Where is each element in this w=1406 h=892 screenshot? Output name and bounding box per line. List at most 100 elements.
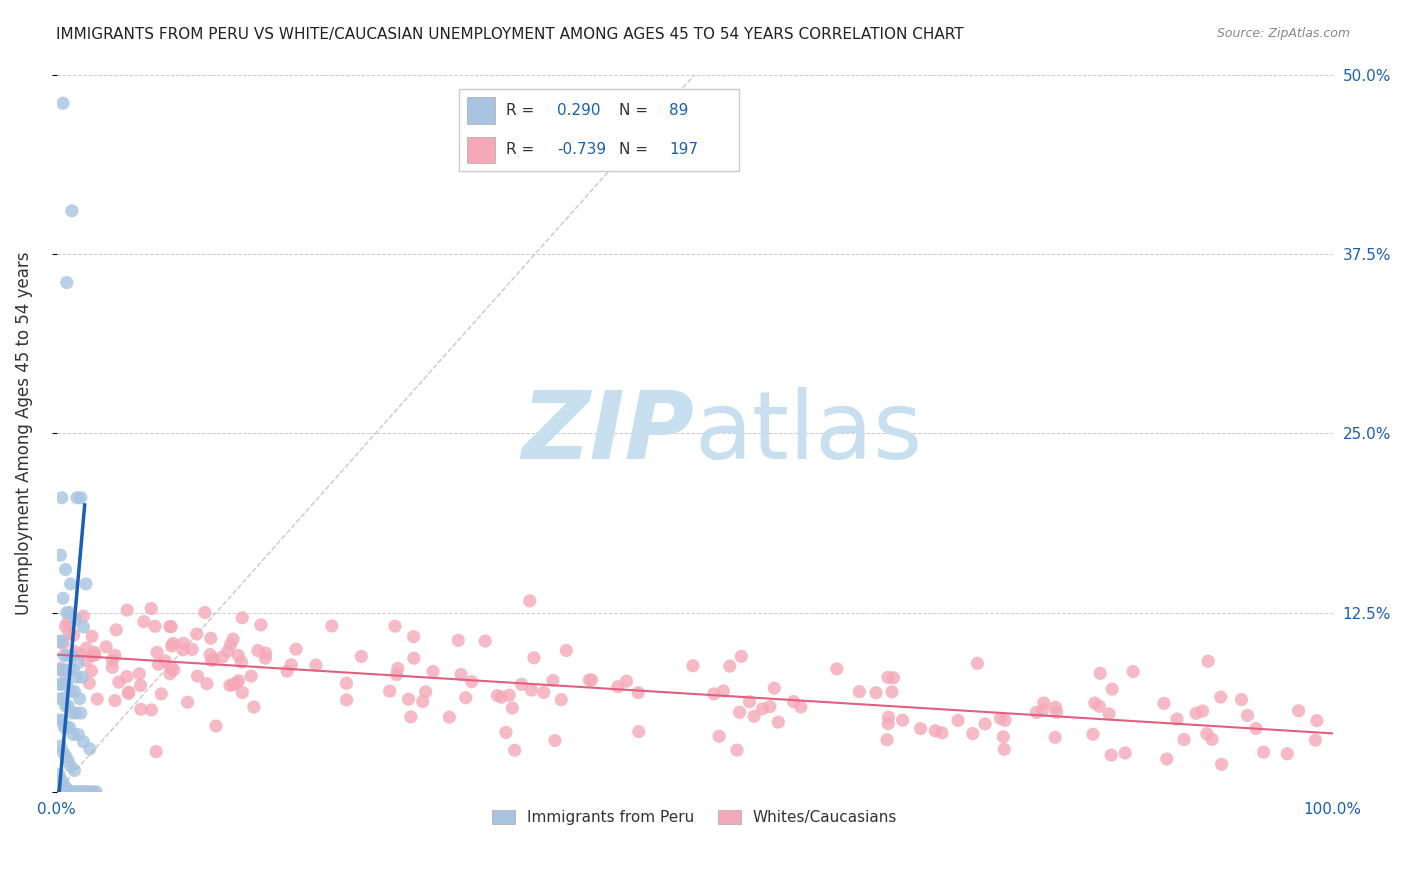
Point [186, 627, 208, 641]
Point [228, 673, 250, 688]
Point [1201, 732, 1223, 747]
Point [924, 723, 946, 738]
Text: IMMIGRANTS FROM PERU VS WHITE/CAUCASIAN UNEMPLOYMENT AMONG AGES 45 TO 54 YEARS C: IMMIGRANTS FROM PERU VS WHITE/CAUCASIAN … [56, 27, 965, 42]
Point [56, 606, 79, 620]
Point [53, 778, 76, 792]
Point [336, 693, 359, 707]
Point [75, 577, 97, 591]
Point [1045, 700, 1067, 714]
Point [974, 717, 997, 731]
Point [581, 673, 603, 687]
Point [58, 785, 80, 799]
Point [1156, 752, 1178, 766]
Point [60, 706, 83, 720]
Point [80, 629, 103, 643]
Point [231, 611, 253, 625]
Point [55, 785, 77, 799]
Point [77, 676, 100, 690]
Point [231, 655, 253, 669]
Point [66, 491, 89, 505]
Point [48, 634, 70, 648]
Point [59, 759, 82, 773]
Point [48, 768, 70, 782]
Point [65, 785, 87, 799]
Point [1032, 696, 1054, 710]
Point [80, 648, 103, 663]
Point [1305, 733, 1327, 747]
Point [966, 657, 988, 671]
Point [128, 666, 150, 681]
Point [1244, 722, 1267, 736]
Point [1088, 699, 1111, 714]
Point [67, 656, 90, 670]
Point [56, 782, 79, 797]
Point [305, 658, 328, 673]
Point [198, 648, 221, 662]
Point [84, 785, 107, 799]
Point [56, 785, 79, 799]
Point [69, 691, 91, 706]
Point [62, 785, 84, 799]
Point [52, 663, 75, 677]
Text: atlas: atlas [695, 387, 922, 479]
Point [243, 700, 266, 714]
Point [1230, 692, 1253, 706]
Point [1253, 745, 1275, 759]
Point [49, 785, 72, 799]
Point [56, 698, 79, 713]
Point [60, 648, 83, 663]
Point [219, 678, 242, 692]
Point [1025, 706, 1047, 720]
Point [544, 733, 567, 747]
Point [523, 650, 546, 665]
Point [200, 653, 222, 667]
Point [194, 606, 217, 620]
Point [335, 676, 357, 690]
Point [159, 666, 181, 681]
Point [385, 667, 408, 681]
Point [1032, 703, 1054, 717]
Point [202, 652, 225, 666]
Point [384, 619, 406, 633]
Point [162, 636, 184, 650]
Legend: Immigrants from Peru, Whites/Caucasians: Immigrants from Peru, Whites/Caucasians [484, 801, 907, 835]
Point [52, 691, 75, 706]
Point [751, 702, 773, 716]
Point [72, 735, 94, 749]
Point [141, 703, 163, 717]
Point [1122, 665, 1144, 679]
Point [160, 619, 183, 633]
Point [51, 785, 73, 799]
Point [439, 710, 461, 724]
Point [148, 657, 170, 672]
Point [73, 785, 96, 799]
Point [172, 642, 194, 657]
Point [55, 619, 77, 633]
Point [186, 669, 208, 683]
Point [225, 676, 247, 690]
Point [70, 491, 93, 505]
Point [53, 648, 76, 663]
Point [402, 651, 425, 665]
Point [219, 637, 242, 651]
Point [1114, 746, 1136, 760]
Point [910, 722, 932, 736]
Point [55, 663, 77, 677]
Point [1195, 727, 1218, 741]
Point [56, 785, 79, 799]
Point [211, 650, 233, 665]
Point [118, 685, 141, 699]
Point [250, 618, 273, 632]
Point [49, 739, 72, 753]
Point [246, 643, 269, 657]
Point [146, 645, 169, 659]
Point [217, 644, 239, 658]
Point [53, 677, 76, 691]
Point [718, 659, 741, 673]
Point [160, 660, 183, 674]
Point [150, 687, 173, 701]
Point [865, 686, 887, 700]
Point [60, 785, 83, 799]
Point [195, 676, 218, 690]
Point [62, 628, 84, 642]
